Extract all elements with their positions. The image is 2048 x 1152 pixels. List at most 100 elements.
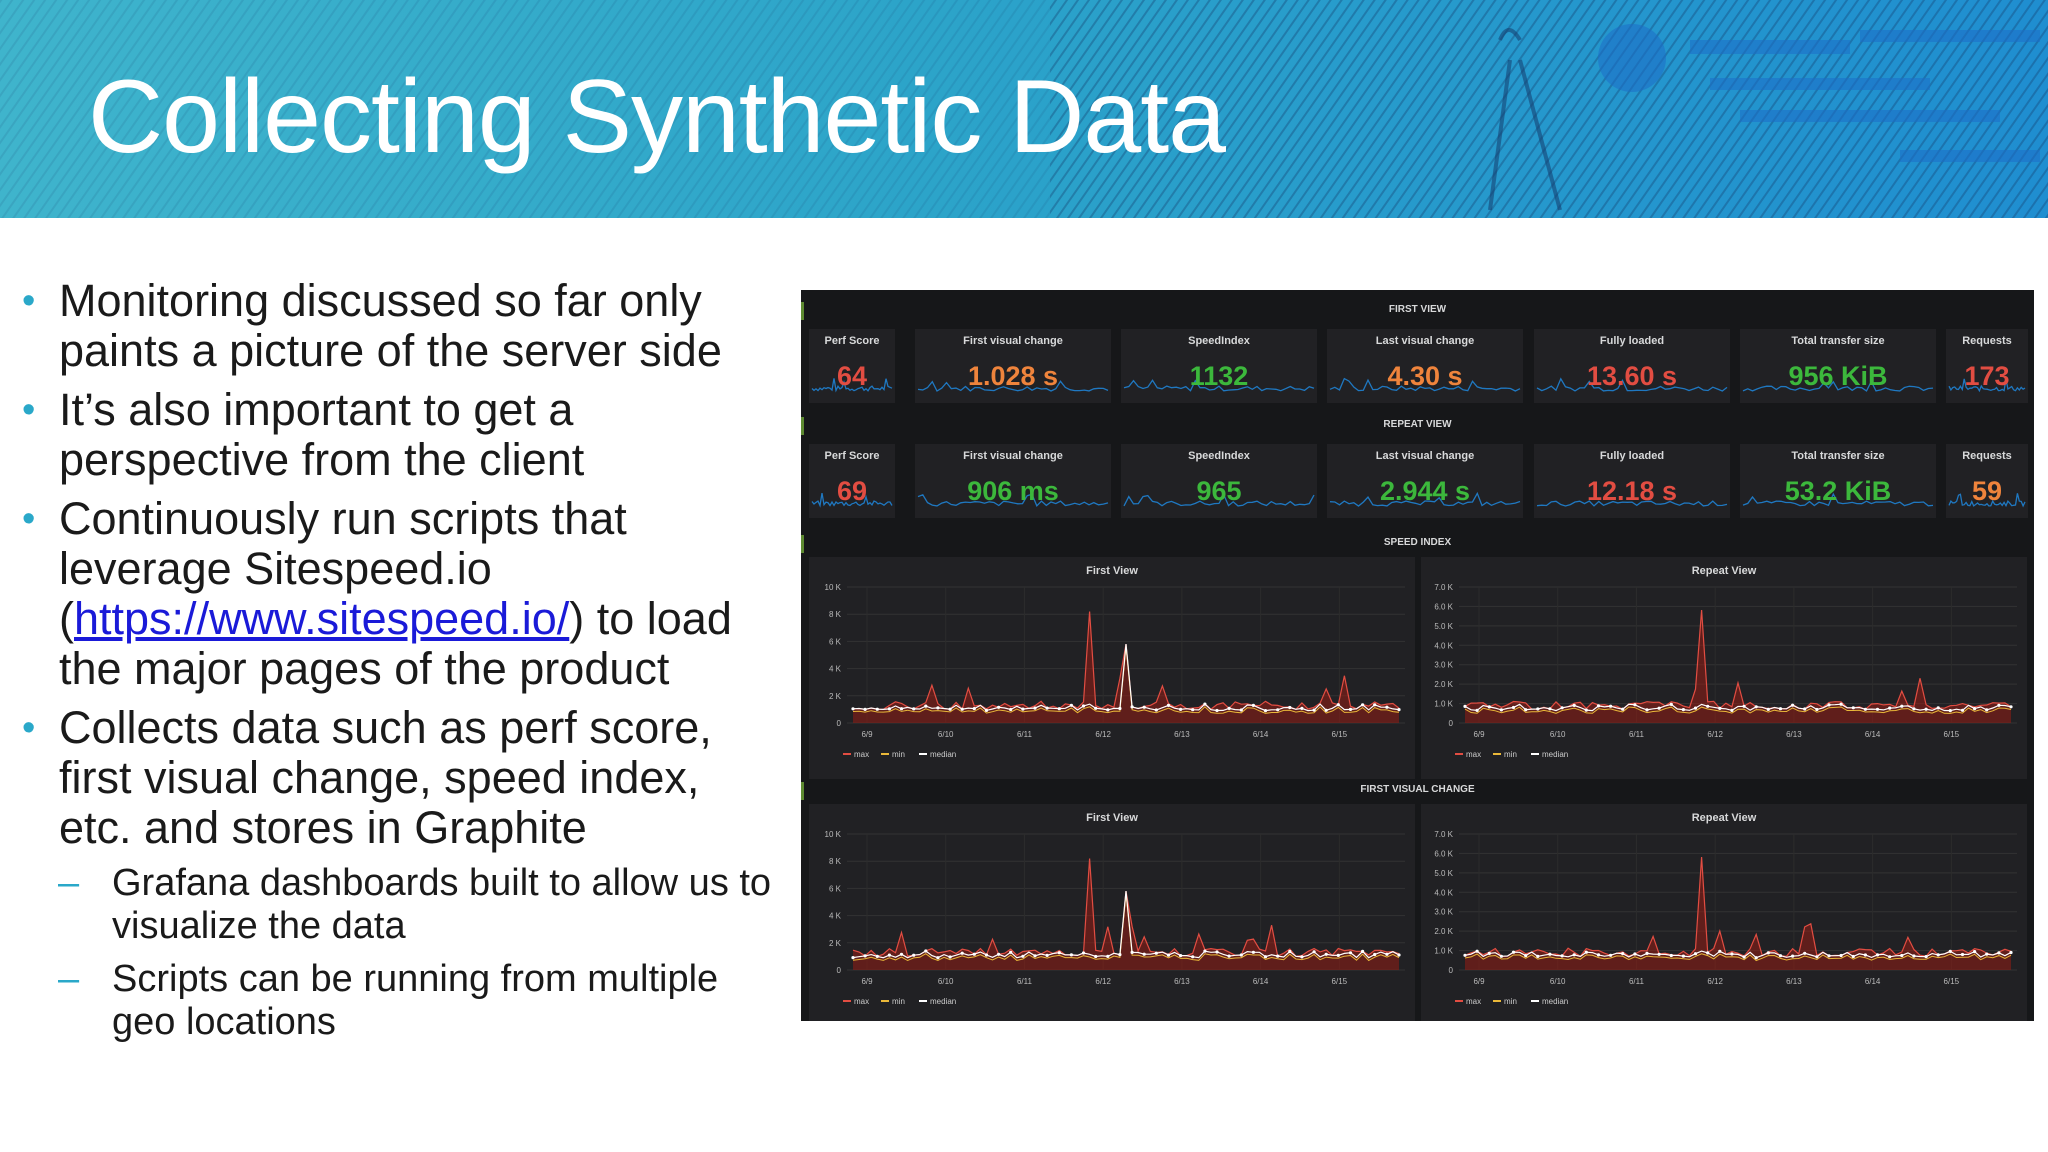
median-point [1669, 702, 1673, 706]
median-point [1524, 708, 1528, 712]
median-point [1536, 707, 1540, 711]
bullet-text: Collects data such as perf score, first … [59, 702, 712, 853]
median-point [1033, 954, 1037, 958]
row-marker [801, 782, 804, 800]
legend-label: max [854, 997, 869, 1006]
median-point [1960, 708, 1965, 712]
y-tick-label: 2.0 K [1434, 927, 1453, 936]
median-point [1251, 703, 1255, 707]
median-point [1033, 706, 1037, 710]
median-point [1560, 954, 1564, 958]
title-banner: Collecting Synthetic Data [0, 0, 2048, 218]
median-point [1912, 954, 1916, 958]
x-tick-label: 6/12 [1095, 977, 1111, 986]
stat-value: 906 ms [967, 476, 1059, 506]
median-point [972, 707, 976, 711]
y-tick-label: 0 [837, 966, 842, 975]
median-point [1106, 954, 1110, 958]
legend-label: max [1466, 750, 1481, 759]
median-point [912, 953, 916, 957]
median-point [1057, 707, 1061, 711]
median-point [1948, 949, 1952, 953]
graph-panel: 7.0 K 6.0 K 5.0 K 4.0 K 3.0 K 2.0 K 1.0 K 0 6/9 6… [1421, 557, 2027, 779]
median-point [1487, 951, 1491, 955]
median-point [1154, 708, 1158, 712]
median-point [1596, 953, 1601, 957]
median-point [1900, 704, 1904, 708]
y-tick-label: 4 K [829, 912, 842, 921]
median-point [1536, 954, 1540, 958]
graph-title: Repeat View [1691, 812, 1757, 824]
median-point [1324, 708, 1328, 712]
median-point [1827, 954, 1831, 958]
stat-value: 1.028 s [967, 361, 1059, 391]
y-tick-label: 2.0 K [1434, 680, 1453, 689]
median-point [936, 706, 940, 710]
median-point [863, 707, 867, 711]
median-point [1166, 703, 1171, 707]
median-point [1511, 705, 1516, 710]
median-point [1081, 951, 1086, 955]
median-point [1997, 951, 2001, 955]
y-tick-label: 8 K [829, 857, 842, 866]
median-point [1276, 954, 1280, 958]
sitespeed-link[interactable]: https://www.sitespeed.io/ [74, 593, 570, 644]
median-point [1203, 949, 1207, 953]
median-point [1888, 955, 1892, 959]
median-point [1766, 951, 1770, 955]
max-series-area [853, 611, 1399, 723]
median-point [924, 949, 928, 953]
median-point [1475, 949, 1479, 953]
x-tick-label: 6/12 [1707, 730, 1723, 739]
median-point [1706, 704, 1710, 708]
median-point [1263, 709, 1268, 713]
stat-value: 965 [1196, 476, 1242, 506]
x-tick-label: 6/12 [1707, 977, 1723, 986]
median-point [1718, 706, 1722, 710]
row-marker [801, 535, 804, 553]
median-point [1288, 949, 1292, 954]
median-point [1681, 954, 1685, 958]
sparkline [1536, 500, 1728, 507]
median-point [1645, 708, 1649, 712]
stat-label: First visual change [963, 335, 1063, 347]
stat-label: Perf Score [824, 450, 880, 462]
median-point [1936, 706, 1940, 710]
stat-label: Fully loaded [1599, 335, 1665, 347]
median-point [1584, 950, 1588, 954]
median-point [1609, 704, 1613, 708]
median-point [887, 953, 891, 957]
y-tick-label: 3.0 K [1434, 908, 1453, 917]
median-point [1657, 952, 1661, 956]
median-point [1179, 954, 1183, 958]
row-marker [801, 417, 804, 435]
x-tick-label: 6/10 [1550, 730, 1566, 739]
graph-panel: 7.0 K 6.0 K 5.0 K 4.0 K 3.0 K 2.0 K 1.0 K 0 6/9 6… [1421, 804, 2027, 1021]
x-tick-label: 6/11 [1629, 730, 1645, 739]
median-point [1960, 952, 1965, 957]
stat-panel: Fully loaded 13.60 s [1534, 329, 1730, 403]
median-point [997, 952, 1001, 956]
median-point [1312, 950, 1316, 954]
median-point [1130, 950, 1134, 954]
median-point [1633, 952, 1637, 956]
time-series-graph: 7.0 K 6.0 K 5.0 K 4.0 K 3.0 K 2.0 K 1.0 K 0 6/9 6… [1434, 583, 2017, 759]
stat-panel: SpeedIndex 1132 [1121, 329, 1317, 403]
median-point [1118, 953, 1122, 957]
stat-panel: Total transfer size 53.2 KiB [1740, 444, 1936, 518]
median-point [887, 707, 891, 711]
median-point [1742, 955, 1746, 959]
y-tick-label: 6 K [829, 637, 842, 646]
row-title: FIRST VISUAL CHANGE [1360, 784, 1475, 795]
median-point [1009, 950, 1013, 954]
median-point [1487, 705, 1491, 709]
median-point [1875, 707, 1880, 711]
sparkline [1329, 492, 1521, 507]
median-point [1560, 706, 1564, 710]
stat-panel: Perf Score 64 [809, 329, 895, 403]
median-point [1572, 953, 1576, 957]
median-point [924, 704, 928, 708]
stat-value: 173 [1964, 361, 2010, 391]
sparkline [1742, 492, 1934, 507]
median-point [1348, 707, 1353, 711]
